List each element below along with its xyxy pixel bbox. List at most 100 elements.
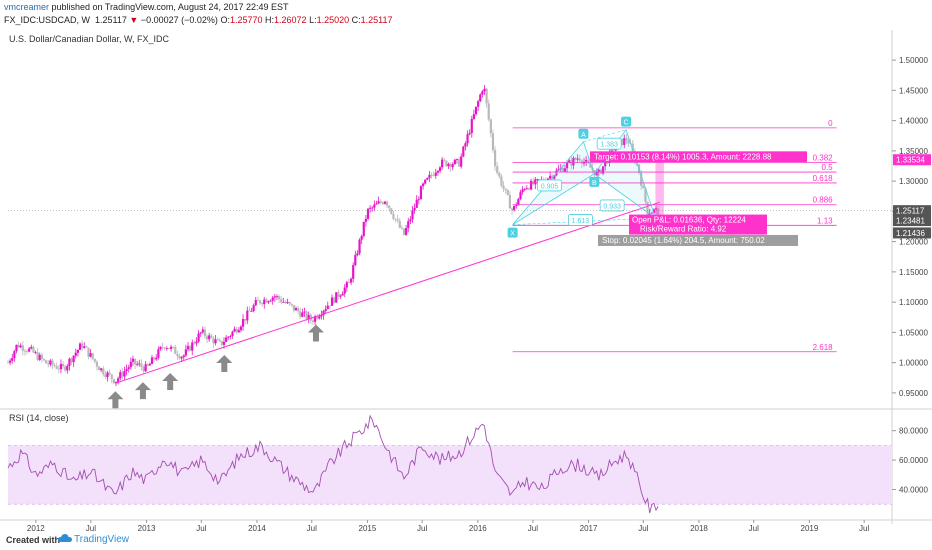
- candle-body: [201, 329, 204, 333]
- candle-body: [32, 346, 35, 353]
- candle-body: [449, 163, 452, 168]
- y-tick-label: 1.15000: [899, 268, 928, 277]
- candle-body: [345, 282, 348, 288]
- candle-body: [394, 218, 397, 220]
- candle-body: [407, 221, 410, 229]
- candle-body: [246, 310, 249, 321]
- open-value: 1.25770: [229, 15, 263, 25]
- support-arrow-icon: [162, 373, 179, 391]
- candle-body: [15, 344, 18, 352]
- x-tick-label: 2014: [248, 524, 266, 532]
- candle-body: [129, 361, 132, 368]
- tradingview-logo[interactable]: TradingView: [58, 534, 129, 545]
- candle-body: [252, 305, 255, 311]
- candle-body: [235, 328, 238, 333]
- candle-body: [127, 367, 130, 370]
- candle-body: [388, 205, 391, 209]
- y-tick-label: 1.35000: [899, 147, 928, 156]
- candle-body: [441, 159, 444, 168]
- candle-body: [13, 351, 16, 359]
- rsi-band: [8, 445, 892, 505]
- candle-body: [455, 158, 459, 160]
- candle-body: [597, 169, 600, 172]
- candle-body: [150, 357, 154, 364]
- candle-body: [625, 138, 628, 141]
- candle-body: [553, 175, 556, 179]
- candle-body: [519, 192, 522, 200]
- high-value: 1.26072: [274, 15, 307, 25]
- support-arrow-icon: [216, 355, 233, 373]
- candle-body: [565, 162, 569, 169]
- candle-body: [487, 103, 490, 120]
- candle-body: [510, 208, 514, 211]
- close-value: 1.25117: [360, 15, 393, 25]
- candle-body: [352, 265, 355, 279]
- candle-body: [208, 335, 211, 340]
- candle-body: [462, 146, 465, 157]
- candle-body: [642, 185, 645, 189]
- position-open-text: Open P&L: 0.01636, Qty: 12224: [632, 216, 746, 225]
- candle-body: [21, 345, 24, 351]
- candle-body: [286, 302, 289, 304]
- candle-body: [271, 297, 274, 301]
- created-with-label: Created with: [6, 535, 61, 545]
- rsi-tick-label: 60.0000: [899, 456, 928, 465]
- candle-body: [430, 174, 433, 176]
- x-tick-label: Jul: [638, 524, 648, 532]
- candle-body: [250, 310, 253, 312]
- candle-body: [195, 341, 198, 344]
- pattern-ratio-badge: [596, 137, 622, 150]
- candle-body: [184, 349, 187, 356]
- price-chart[interactable]: 1.500001.450001.400001.350001.300001.250…: [0, 30, 932, 532]
- candle-body: [521, 189, 524, 193]
- candle-body: [244, 318, 247, 321]
- candle-body: [657, 208, 660, 215]
- candle-body: [142, 366, 145, 372]
- candle-body: [114, 381, 118, 384]
- candle-body: [428, 174, 431, 178]
- price-scale-label: 1.23481: [896, 217, 925, 226]
- candle-body: [468, 132, 471, 135]
- candle-body: [61, 363, 65, 367]
- candle-body: [652, 209, 656, 213]
- candle-body: [186, 346, 190, 350]
- candle-body: [347, 282, 351, 284]
- candle-body: [140, 363, 143, 367]
- candle-body: [222, 341, 226, 345]
- candle-body: [527, 188, 531, 190]
- chart-title: U.S. Dollar/Canadian Dollar, W, FX_IDC: [9, 34, 170, 44]
- candle-body: [451, 164, 454, 168]
- candle-body: [419, 186, 423, 200]
- price-scale-label-box: [893, 154, 931, 166]
- candle-body: [25, 351, 29, 352]
- candle-body: [426, 177, 429, 180]
- candle-body: [38, 354, 41, 360]
- candle-body: [87, 347, 90, 357]
- candle-body: [199, 332, 202, 334]
- candle-body: [241, 318, 245, 327]
- candle-body: [248, 310, 251, 312]
- position-open-box: [629, 214, 767, 235]
- y-tick-label: 1.50000: [899, 56, 928, 65]
- candle-body: [379, 201, 382, 203]
- candle-body: [277, 296, 281, 300]
- candle-body: [443, 159, 446, 161]
- symbol-label[interactable]: FX_IDC:USDCAD, W: [4, 15, 91, 25]
- candle-body: [474, 106, 478, 115]
- publisher-name[interactable]: vmcreamer: [4, 2, 50, 12]
- candle-body: [502, 185, 505, 189]
- candle-body: [464, 143, 467, 147]
- pattern-point-label: C: [624, 120, 629, 127]
- candle-body: [70, 358, 73, 363]
- candle-body: [74, 352, 77, 356]
- candle-body: [561, 167, 564, 172]
- candle-body: [275, 296, 279, 297]
- candle-body: [447, 163, 450, 167]
- candle-body: [229, 335, 232, 337]
- candle-body: [392, 213, 395, 219]
- candle-body: [17, 344, 20, 348]
- candle-body: [493, 150, 497, 167]
- candle-body: [307, 314, 310, 320]
- candle-body: [576, 158, 579, 160]
- candle-body: [557, 169, 560, 171]
